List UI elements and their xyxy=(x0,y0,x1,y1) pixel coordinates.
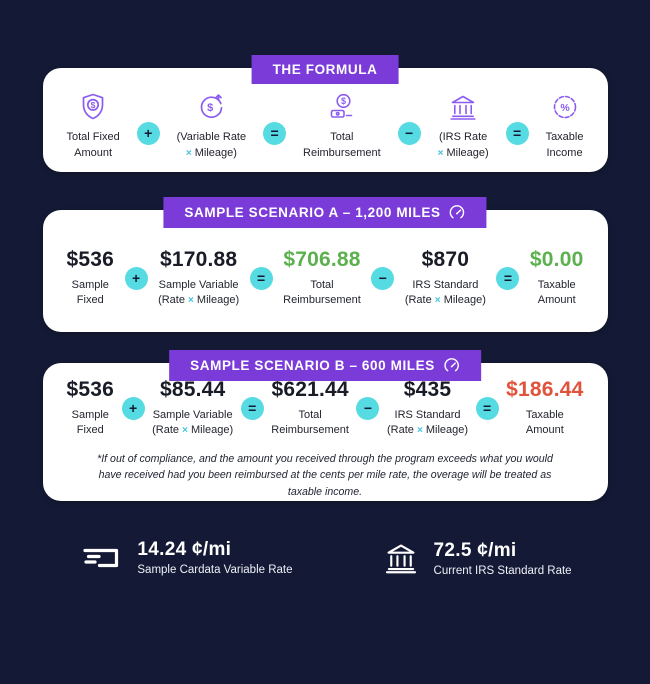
irs-rate-legend: 72.5 ¢/mi Current IRS Standard Rate xyxy=(381,539,572,577)
formula-section: THE FORMULA $ Total Fixed Amount + $ (Variabl… xyxy=(42,55,608,172)
irs-rate-text: 72.5 ¢/mi Current IRS Standard Rate xyxy=(434,540,572,577)
item-label: Taxable Income xyxy=(545,131,584,159)
amount-value: $170.88 xyxy=(159,247,238,271)
multiply-sign: × xyxy=(416,425,423,437)
plus-operator: + xyxy=(121,396,145,420)
scenario-a-row: $536 Sample Fixed + $170.88 Sample Variable (R… xyxy=(43,234,608,309)
amount-value: $621.44 xyxy=(271,378,349,401)
irs-rate-label: Current IRS Standard Rate xyxy=(433,564,572,577)
bank-icon xyxy=(381,539,421,577)
variable-rate-value: 14.24 ¢/mi xyxy=(137,539,232,560)
amount-value: $536 xyxy=(66,247,115,271)
scenario-a-item-3: $706.88 Total Reimbursement xyxy=(283,248,361,309)
plus-operator: + xyxy=(136,121,160,145)
rates-legend: 14.24 ¢/mi Sample Cardata Variable Rate … xyxy=(0,539,650,577)
scenario-a-item-4: $870 IRS Standard (Rate × Mileage) xyxy=(405,248,486,309)
scenario-a-badge: SAMPLE SCENARIO A – 1,200 MILES xyxy=(163,197,487,228)
scenario-b-item-3: $621.44 Total Reimbursement xyxy=(271,378,349,439)
svg-text:$: $ xyxy=(341,96,346,106)
bank-icon xyxy=(447,91,479,123)
item-label: Total Reimbursement xyxy=(283,278,361,306)
equals-operator: = xyxy=(249,266,273,290)
scenario-a-item-2: $170.88 Sample Variable (Rate × Mileage) xyxy=(158,248,239,309)
amount-value: $870 xyxy=(421,247,470,271)
percent-badge-icon: % xyxy=(549,91,581,123)
multiply-sign: × xyxy=(188,295,194,306)
formula-badge: THE FORMULA xyxy=(251,55,399,84)
scenario-a-item-1: $536 Sample Fixed xyxy=(67,248,115,309)
irs-rate-value: 72.5 ¢/mi xyxy=(433,539,517,561)
equals-operator: = xyxy=(505,121,529,145)
item-label: Taxable Amount xyxy=(537,278,576,306)
scenario-a-card: $536 Sample Fixed + $170.88 Sample Variable (R… xyxy=(42,210,608,332)
formula-item-5: % Taxable Income xyxy=(545,91,584,161)
shield-dollar-icon: $ xyxy=(77,91,109,123)
equals-operator: = xyxy=(475,396,499,420)
equals-operator: = xyxy=(263,121,287,145)
amount-value: $85.44 xyxy=(159,378,226,401)
scenario-a-section: SAMPLE SCENARIO A – 1,200 MILES $536 Samp… xyxy=(42,197,608,332)
item-label: Taxable Amount xyxy=(525,409,564,437)
scenario-b-item-4: $435 IRS Standard (Rate × Mileage) xyxy=(387,378,468,439)
formula-item-2: $ (Variable Rate × Mileage) xyxy=(176,91,247,161)
svg-text:$: $ xyxy=(91,100,96,110)
variable-rate-text: 14.24 ¢/mi Sample Cardata Variable Rate xyxy=(137,539,292,576)
scenario-b-section: SAMPLE SCENARIO B – 600 MILES $536 Sample… xyxy=(42,350,608,501)
svg-text:%: % xyxy=(560,102,570,114)
scenario-b-badge-text: SAMPLE SCENARIO B – 600 MILES xyxy=(190,358,435,373)
dollar-cycle-icon: $ xyxy=(195,91,227,123)
amount-value: $186.44 xyxy=(506,378,584,401)
amount-value: $536 xyxy=(66,378,115,401)
speedometer-icon xyxy=(443,357,460,374)
minus-operator: − xyxy=(356,396,380,420)
speedometer-icon xyxy=(449,204,466,221)
multiply-sign: × xyxy=(182,425,188,437)
variable-rate-legend: 14.24 ¢/mi Sample Cardata Variable Rate xyxy=(78,539,293,576)
multiply-sign: × xyxy=(434,295,441,306)
amount-value: $0.00 xyxy=(529,247,584,271)
equals-operator: = xyxy=(496,266,520,290)
multiply-sign: × xyxy=(185,147,192,159)
item-label: Total Reimbursement xyxy=(271,409,349,437)
item-label: IRS Standard (Rate × Mileage) xyxy=(404,278,486,306)
scenario-b-item-5: $186.44 Taxable Amount xyxy=(506,378,583,439)
formula-row: $ Total Fixed Amount + $ (Variable Rate × Mile… xyxy=(43,79,608,161)
formula-item-1: $ Total Fixed Amount xyxy=(67,91,120,161)
amount-value: $435 xyxy=(403,378,452,401)
formula-badge-text: THE FORMULA xyxy=(272,62,378,77)
multiply-sign: × xyxy=(437,147,444,159)
scenario-b-badge: SAMPLE SCENARIO B – 600 MILES xyxy=(169,350,481,381)
item-label: (IRS Rate × Mileage) xyxy=(437,131,489,159)
formula-card: $ Total Fixed Amount + $ (Variable Rate × Mile… xyxy=(42,68,608,172)
cardata-logo-icon xyxy=(78,541,124,575)
scenario-b-item-2: $85.44 Sample Variable (Rate × Mileage) xyxy=(152,378,233,439)
compliance-footnote: *If out of compliance, and the amount yo… xyxy=(97,452,553,498)
scenario-b-item-1: $536 Sample Fixed xyxy=(67,378,115,439)
item-label: Total Fixed Amount xyxy=(66,131,120,159)
minus-operator: − xyxy=(397,121,421,145)
cash-coin-icon: $ xyxy=(325,91,359,123)
scenario-a-badge-text: SAMPLE SCENARIO A – 1,200 MILES xyxy=(184,205,441,220)
plus-operator: + xyxy=(124,266,148,290)
item-label: Sample Variable (Rate × Mileage) xyxy=(152,409,234,437)
scenario-b-row: $536 Sample Fixed + $85.44 Sample Variable (Ra… xyxy=(43,364,608,439)
svg-text:$: $ xyxy=(207,102,213,114)
formula-item-4: (IRS Rate × Mileage) xyxy=(438,91,489,161)
item-label: Sample Fixed xyxy=(71,278,109,306)
item-label: (Variable Rate × Mileage) xyxy=(176,131,247,159)
item-label: Total Reimbursement xyxy=(303,131,381,159)
variable-rate-label: Sample Cardata Variable Rate xyxy=(137,564,293,576)
item-label: IRS Standard (Rate × Mileage) xyxy=(387,409,469,437)
equals-operator: = xyxy=(240,396,264,420)
amount-value: $706.88 xyxy=(283,247,361,271)
minus-operator: − xyxy=(371,266,395,290)
item-label: Sample Fixed xyxy=(71,409,109,437)
scenario-a-item-5: $0.00 Taxable Amount xyxy=(530,248,584,309)
item-label: Sample Variable (Rate × Mileage) xyxy=(158,278,240,306)
formula-item-3: $ Total Reimbursement xyxy=(303,91,381,161)
scenario-b-card: $536 Sample Fixed + $85.44 Sample Variable (Ra… xyxy=(42,363,608,501)
